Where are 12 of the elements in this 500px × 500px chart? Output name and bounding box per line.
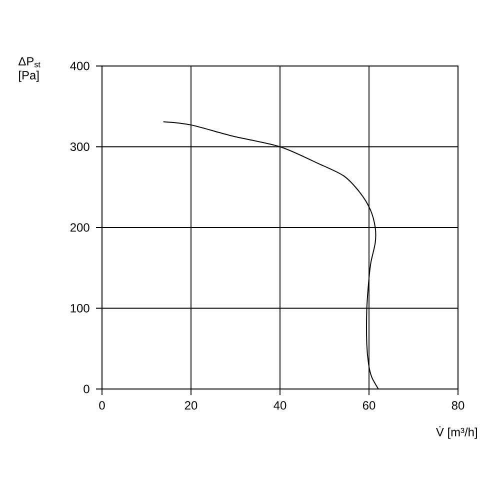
y-axis-title: ΔP$_{st}$ [Pa] [18, 57, 40, 82]
x-tick-label: 0 [99, 401, 105, 410]
y-tick-label: 0 [84, 384, 90, 394]
y-tick-label: 200 [70, 223, 90, 232]
x-tick-label: 80 [452, 401, 464, 410]
y-tick-label: 300 [70, 142, 90, 151]
x-axis-title: V̇ [m³/h] [436, 426, 477, 439]
x-tick-label: 60 [362, 401, 376, 410]
x-tick-label: 40 [274, 401, 286, 410]
y-tick-label: 400 [70, 62, 90, 70]
x-tick-label: 20 [184, 401, 198, 410]
y-tick-label: 100 [70, 304, 90, 312]
